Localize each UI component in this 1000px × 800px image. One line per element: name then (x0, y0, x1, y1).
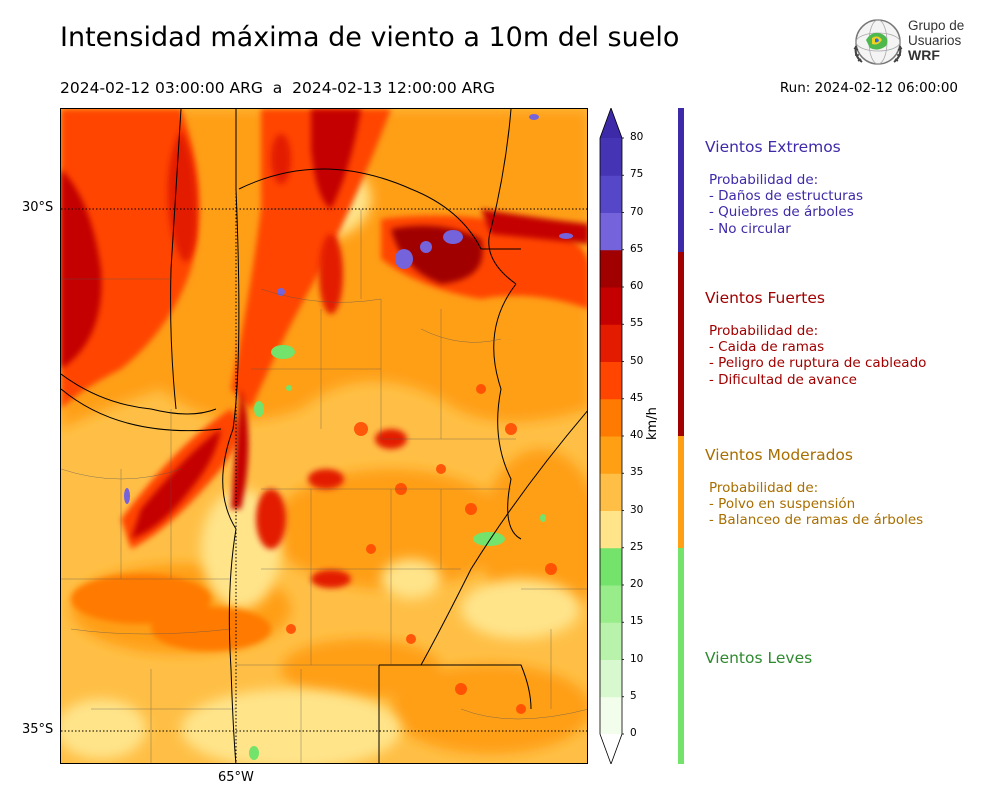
colorbar-tick-label: 65 (630, 242, 644, 255)
colorbar-scale (599, 106, 625, 766)
logo-line-2: Usuarios (908, 33, 962, 48)
category-line: - Balanceo de ramas de árboles (709, 512, 924, 529)
colorbar-segment (600, 212, 622, 251)
logo-line-3: WRF (908, 47, 940, 63)
colorbar-tick-label: 50 (630, 354, 644, 367)
category-line: Probabilidad de: (709, 480, 819, 496)
colorbar-tick-label: 40 (630, 429, 644, 441)
category-moderate-lines: Probabilidad de: - Polvo en suspensión - B… (709, 480, 923, 529)
category-line: - Polvo en suspensión (709, 496, 856, 513)
colorbar-tick-label: 20 (630, 578, 644, 590)
category-line: Probabilidad de: (709, 172, 819, 188)
colorbar-tick-label: 60 (630, 280, 644, 292)
wind-field (61, 109, 587, 763)
colorbar-segment (600, 138, 622, 176)
category-light-title: Vientos Leves (705, 649, 813, 667)
colorbar-unit: km/h (645, 407, 660, 440)
colorbar-segment (600, 436, 622, 474)
colorbar-tick-label: 10 (630, 652, 644, 665)
page-title: Intensidad máxima de viento a 10m del su… (60, 22, 680, 53)
colorbar-segment (600, 324, 622, 362)
category-extreme-lines: Probabilidad de: - Daños de estructuras - … (709, 172, 863, 237)
category-line: - Peligro de ruptura de cableado (709, 355, 927, 372)
light-bar (678, 548, 684, 764)
colorbar-segment (600, 398, 622, 437)
colorbar-tick-label: 45 (630, 391, 644, 404)
wrf-logo: Grupo de Usuarios WRF (848, 16, 973, 72)
forecast-period: 2024-02-12 03:00:00 ARG a 2024-02-13 12:… (60, 79, 496, 97)
colorbar-bottom-arrow (600, 734, 622, 764)
wind-map (60, 108, 588, 764)
colorbar-segment (600, 361, 622, 400)
colorbar-segment (600, 547, 622, 586)
colorbar-segment (600, 287, 622, 325)
colorbar-segment (600, 175, 622, 213)
category-moderate-title: Vientos Moderados (705, 446, 853, 464)
lat-label-30s: 30°S (22, 200, 54, 215)
category-strong-title: Vientos Fuertes (705, 289, 825, 307)
colorbar-top-arrow (600, 108, 622, 138)
colorbar-tick-label: 35 (630, 466, 644, 479)
globe-logo-icon (853, 19, 903, 65)
logo-line-1: Grupo de (908, 18, 965, 33)
category-line: - Quiebres de árboles (709, 204, 854, 221)
category-line: Probabilidad de: (709, 323, 819, 339)
colorbar-tick-label: 30 (630, 503, 644, 516)
lat-label-35s: 35°S (22, 722, 54, 737)
colorbar-tick-label: 75 (630, 168, 644, 181)
run-timestamp: Run: 2024-02-12 06:00:00 (779, 80, 958, 96)
category-line: - Caida de ramas (709, 339, 825, 356)
category-extreme-title: Vientos Extremos (705, 138, 841, 156)
category-strong-lines: Probabilidad de: - Caida de ramas - Peligr… (709, 323, 926, 388)
colorbar-segment (600, 510, 622, 549)
colorbar-tick-label: 25 (630, 540, 644, 553)
colorbar-segment (600, 249, 622, 288)
colorbar-tick-label: 5 (630, 689, 637, 702)
extreme-bar (678, 108, 684, 252)
colorbar-tick-label: 55 (630, 317, 644, 330)
colorbar-tick-label: 15 (630, 615, 644, 628)
colorbar-segment (600, 696, 622, 735)
colorbar-tick-label: 0 (630, 727, 637, 739)
lon-label-65w: 65°W (218, 770, 254, 785)
colorbar (598, 106, 625, 766)
colorbar-segment (600, 622, 622, 660)
colorbar-segment (600, 659, 622, 698)
colorbar-segment (600, 473, 622, 511)
colorbar-tick-label: 80 (630, 131, 644, 143)
colorbar-segment (600, 585, 622, 623)
moderate-bar (678, 436, 684, 548)
colorbar-tick-label: 70 (630, 205, 644, 218)
strong-bar (678, 252, 684, 436)
category-line: - Dificultad de avance (709, 371, 857, 388)
category-line: - No circular (709, 220, 791, 237)
category-line: - Daños de estructuras (709, 188, 864, 205)
